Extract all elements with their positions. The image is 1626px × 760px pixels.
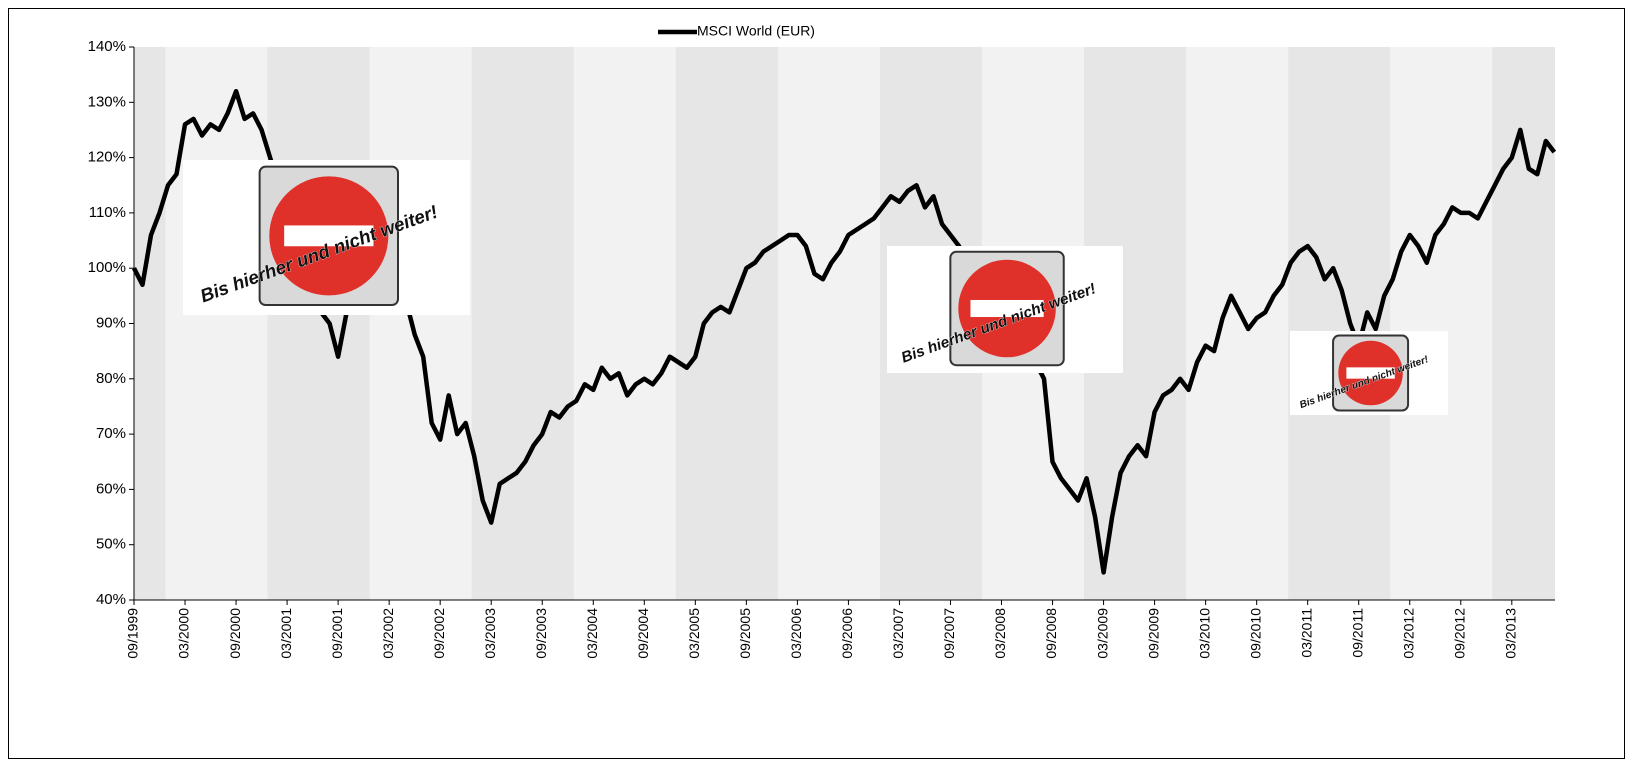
- x-tick-label: 03/2006: [788, 608, 804, 659]
- y-tick-label: 100%: [88, 259, 126, 276]
- y-tick-label: 80%: [96, 370, 126, 387]
- x-tick-label: 03/2008: [992, 608, 1008, 659]
- stop-sign-picture: Bis hierher und nicht weiter!: [887, 246, 1123, 373]
- band: [1492, 47, 1555, 600]
- y-tick-label: 90%: [96, 314, 126, 331]
- x-tick-label: 09/2007: [941, 608, 957, 659]
- x-tick-label: 09/2003: [533, 608, 549, 659]
- x-tick-label: 09/2012: [1451, 608, 1467, 659]
- x-tick-label: 09/2008: [1043, 608, 1059, 659]
- x-tick-label: 09/2002: [431, 608, 447, 659]
- y-tick-label: 140%: [88, 38, 126, 55]
- x-tick-label: 09/2000: [227, 608, 243, 659]
- sign-bar: [1346, 367, 1395, 379]
- x-tick-label: 03/2001: [278, 608, 294, 659]
- x-tick-label: 09/2006: [839, 608, 855, 659]
- y-tick-label: 120%: [88, 149, 126, 166]
- x-tick-label: 03/2007: [890, 608, 906, 659]
- y-tick-label: 130%: [88, 93, 126, 110]
- x-tick-label: 03/2012: [1400, 608, 1416, 659]
- y-tick-label: 40%: [96, 591, 126, 608]
- y-tick-label: 110%: [89, 204, 126, 221]
- x-tick-label: 09/2005: [737, 608, 753, 659]
- sign-bar: [284, 225, 374, 247]
- x-tick-label: 09/2004: [635, 608, 651, 659]
- x-tick-label: 03/2010: [1196, 608, 1212, 659]
- x-tick-label: 09/2009: [1145, 608, 1161, 659]
- stop-sign-picture: Bis hierher und nicht weiter!: [1290, 331, 1448, 415]
- x-tick-label: 09/1999: [125, 608, 141, 659]
- x-tick-label: 03/2013: [1503, 608, 1519, 659]
- sign-bar: [970, 299, 1044, 318]
- band: [267, 47, 370, 600]
- stop-sign-picture: Bis hierher und nicht weiter!: [183, 160, 470, 315]
- band: [471, 47, 574, 600]
- y-tick-label: 50%: [96, 536, 126, 553]
- x-tick-label: 03/2000: [176, 608, 192, 659]
- x-tick-label: 03/2004: [584, 608, 600, 659]
- x-tick-label: 09/2001: [329, 608, 345, 659]
- y-tick-label: 60%: [96, 480, 126, 497]
- legend-label: MSCI World (EUR): [697, 23, 815, 39]
- band: [675, 47, 778, 600]
- x-tick-label: 03/2009: [1094, 608, 1110, 659]
- band: [134, 47, 166, 600]
- x-tick-label: 09/2010: [1247, 608, 1263, 659]
- x-tick-label: 03/2011: [1298, 608, 1314, 658]
- x-tick-label: 03/2005: [686, 608, 702, 659]
- x-tick-label: 03/2002: [380, 608, 396, 659]
- x-tick-label: 09/2011: [1349, 608, 1365, 658]
- x-tick-label: 03/2003: [482, 608, 498, 659]
- y-tick-label: 70%: [96, 425, 126, 442]
